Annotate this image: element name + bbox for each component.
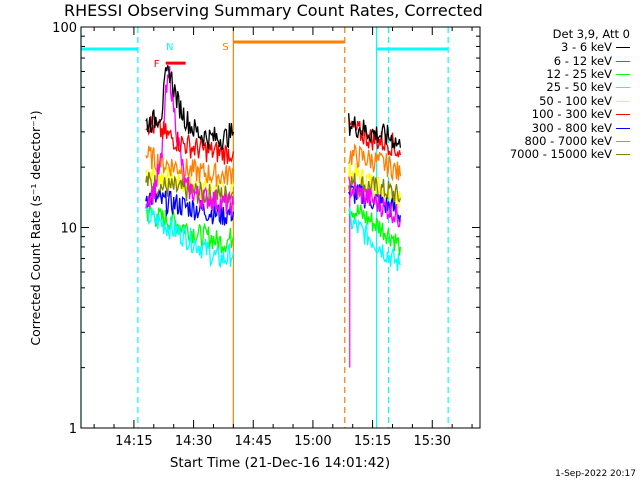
series-line (348, 176, 402, 228)
chart-title: RHESSI Observing Summary Count Rates, Co… (64, 1, 483, 20)
legend-swatch (616, 114, 630, 116)
series-line (348, 142, 402, 182)
interval-label: N (166, 42, 173, 53)
legend-swatch (616, 73, 630, 75)
legend-item: 300 - 800 keV (484, 121, 630, 134)
annotation-labels: FN S (154, 42, 229, 70)
interval-bars (81, 40, 449, 65)
legend-swatch (616, 87, 630, 89)
legend-label: 6 - 12 keV (553, 53, 612, 68)
x-tick-label: 14:15 (115, 434, 152, 449)
series-line (348, 206, 401, 272)
generation-timestamp: 1-Sep-2022 20:17 (555, 469, 636, 479)
legend-item: 800 - 7000 keV (484, 133, 630, 148)
y-tick-label: 10 (60, 222, 77, 237)
x-tick-label: 14:30 (175, 434, 212, 449)
y-tick-label: 1 (69, 422, 77, 437)
series-line (348, 204, 402, 256)
legend-item: 25 - 50 keV (484, 81, 630, 94)
interval-label: S (222, 42, 228, 53)
series-line (348, 113, 402, 149)
series-line (348, 114, 402, 158)
legend-label: 12 - 25 keV (546, 66, 612, 81)
plot-frame (80, 26, 481, 429)
legend-item: 100 - 300 keV (484, 108, 630, 121)
axis-ticks: 1 10 100 14:15 14:30 14:45 15:00 15:15 15:30 (52, 21, 480, 449)
legend-swatch (616, 127, 630, 129)
x-tick-label: 14:45 (235, 434, 272, 449)
x-tick-label: 15:30 (414, 434, 451, 449)
y-axis-label: Corrected Count Rate (s⁻¹ detector⁻¹) (28, 110, 43, 345)
series-line (145, 203, 235, 269)
series-line (145, 115, 235, 165)
interval-boundaries (80, 27, 449, 428)
legend-item: 6 - 12 keV (484, 54, 630, 67)
legend-swatch (616, 140, 630, 142)
legend-label: 7000 - 15000 keV (509, 147, 612, 162)
flare-label: F (154, 59, 160, 70)
x-tick-label: 15:15 (354, 434, 391, 449)
x-tick-label: 15:00 (294, 434, 331, 449)
x-axis-label: Start Time (21-Dec-16 14:01:42) (170, 455, 390, 471)
legend-header: Det 3,9, Att 0 (552, 27, 630, 41)
legend-item: 50 - 100 keV (484, 93, 630, 108)
series-line (145, 65, 235, 151)
legend: Det 3,9, Att 0 3 - 6 keV 6 - 12 keV 12 - 2… (484, 27, 630, 162)
legend-label: 25 - 50 keV (546, 80, 612, 95)
plot-border (80, 26, 481, 429)
legend-swatch (616, 60, 630, 62)
legend-label: 800 - 7000 keV (524, 133, 612, 148)
legend-swatch (616, 154, 630, 156)
legend-item: 12 - 25 keV (484, 66, 630, 81)
legend-item: 7000 - 15000 keV (484, 148, 630, 161)
legend-item: 3 - 6 keV (484, 41, 630, 54)
legend-label: 3 - 6 keV (561, 40, 612, 55)
legend-swatch (616, 47, 630, 49)
legend-label: 50 - 100 keV (539, 93, 612, 108)
series-lines (145, 65, 402, 272)
y-tick-label: 100 (52, 21, 77, 36)
legend-swatch (616, 100, 630, 102)
series-line (145, 65, 235, 217)
legend-label: 100 - 300 keV (531, 107, 612, 122)
series-line (145, 145, 234, 187)
legend-label: 300 - 800 keV (531, 120, 612, 135)
